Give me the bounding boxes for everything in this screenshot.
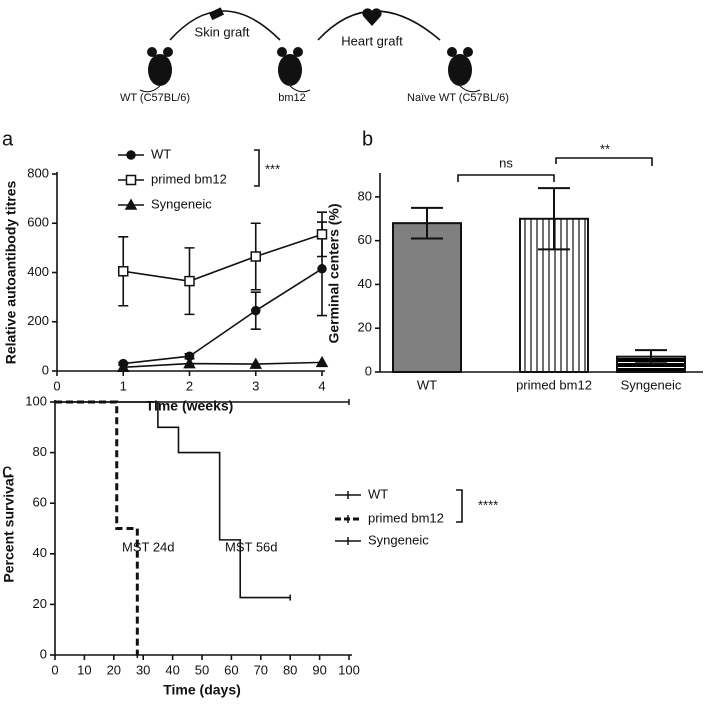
x-tick-label: 40 <box>165 662 179 677</box>
legend-label: Syngeneic <box>151 196 212 211</box>
marker <box>315 355 329 368</box>
skin-icon <box>208 7 225 21</box>
legend-label: Syngeneic <box>368 532 429 547</box>
x-tick-label: 90 <box>312 662 326 677</box>
x-tick-label: 20 <box>107 662 121 677</box>
x-tick-label: 4 <box>318 378 325 393</box>
annotation: MST 56d <box>225 539 278 554</box>
graft-label: Heart graft <box>341 33 403 48</box>
marker <box>316 229 328 240</box>
x-tick-label: Syngeneic <box>621 377 682 392</box>
mouse <box>139 47 173 93</box>
y-tick-label: 0 <box>40 646 47 661</box>
legend-marker <box>124 198 138 210</box>
annotation: ns <box>499 155 513 170</box>
x-tick-label: 30 <box>136 662 150 677</box>
bracket <box>254 149 260 187</box>
x-tick-label: primed bm12 <box>516 377 592 392</box>
y-tick-label: 0 <box>42 362 49 377</box>
heart-icon <box>362 8 382 26</box>
marker <box>118 266 129 277</box>
x-tick-label: 1 <box>120 378 127 393</box>
legend-marker <box>126 150 136 160</box>
x-tick-label: 0 <box>51 662 58 677</box>
error-bar <box>635 349 667 365</box>
x-axis-title: Time (days) <box>163 682 241 698</box>
y-tick-label: 800 <box>27 165 49 180</box>
survival-curve <box>55 400 139 655</box>
marker <box>317 264 327 274</box>
bracket <box>456 489 463 523</box>
schematic: Skin graft Heart graft WT (C57BL/6) bm12… <box>120 7 509 104</box>
x-tick-label: 70 <box>254 662 268 677</box>
error-bar <box>538 187 570 251</box>
y-tick-label: 100 <box>25 393 47 408</box>
mouse <box>447 47 481 93</box>
error-bar <box>411 206 443 240</box>
panel-label: c <box>2 460 12 482</box>
legend-label: WT <box>368 486 388 501</box>
marker <box>250 251 261 262</box>
y-tick-label: 40 <box>33 545 47 560</box>
y-tick-label: 40 <box>358 276 372 291</box>
x-tick-label: 60 <box>224 662 238 677</box>
y-axis-title: Relative autoantibody titres <box>3 180 19 364</box>
legend-label: primed bm12 <box>368 510 444 525</box>
marker <box>249 357 263 369</box>
marker <box>183 357 196 369</box>
significance: **** <box>478 497 498 512</box>
y-axis-title: Percent survival <box>1 474 17 582</box>
mouse-label: Naïve WT (C57BL/6) <box>407 92 509 104</box>
y-tick-label: 0 <box>365 363 372 378</box>
legend-label: WT <box>151 146 171 161</box>
y-tick-label: 60 <box>358 232 372 247</box>
mouse-label: WT (C57BL/6) <box>120 92 190 104</box>
x-tick-label: WT <box>417 377 437 392</box>
significance: *** <box>265 161 280 176</box>
x-tick-label: 80 <box>283 662 297 677</box>
bar <box>392 222 462 373</box>
x-tick-label: 50 <box>195 662 209 677</box>
graft-label: Skin graft <box>195 24 250 39</box>
x-tick-label: 100 <box>338 662 360 677</box>
series-line <box>123 268 323 365</box>
y-tick-label: 200 <box>27 313 49 328</box>
panel-label: a <box>2 128 14 150</box>
y-tick-label: 400 <box>27 264 49 279</box>
y-tick-label: 20 <box>358 320 372 335</box>
bracket <box>555 157 653 166</box>
y-tick-label: 80 <box>358 188 372 203</box>
annotation: ** <box>600 141 610 156</box>
bracket <box>457 174 555 182</box>
x-tick-label: 3 <box>252 378 259 393</box>
x-tick-label: 0 <box>53 378 60 393</box>
mouse-label: bm12 <box>278 92 306 104</box>
survival-curve <box>55 401 291 599</box>
annotation: MST 24d <box>122 539 175 554</box>
legend-label: primed bm12 <box>151 171 227 186</box>
y-tick-label: 600 <box>27 215 49 230</box>
marker <box>184 275 195 287</box>
arc <box>169 10 281 41</box>
mouse <box>277 47 311 93</box>
x-axis-title: Time (weeks) <box>146 398 234 414</box>
marker <box>116 360 130 373</box>
panel-label: b <box>362 128 373 150</box>
y-axis-title: Germinal centers (%) <box>326 203 342 343</box>
x-tick-label: 10 <box>77 662 91 677</box>
series-line <box>123 361 323 369</box>
x-tick-label: 2 <box>186 378 193 393</box>
y-tick-label: 20 <box>33 596 47 611</box>
series-line <box>123 233 323 282</box>
y-tick-label: 60 <box>33 495 47 510</box>
y-tick-label: 80 <box>33 444 47 459</box>
marker <box>251 305 261 316</box>
legend-marker <box>125 174 137 186</box>
